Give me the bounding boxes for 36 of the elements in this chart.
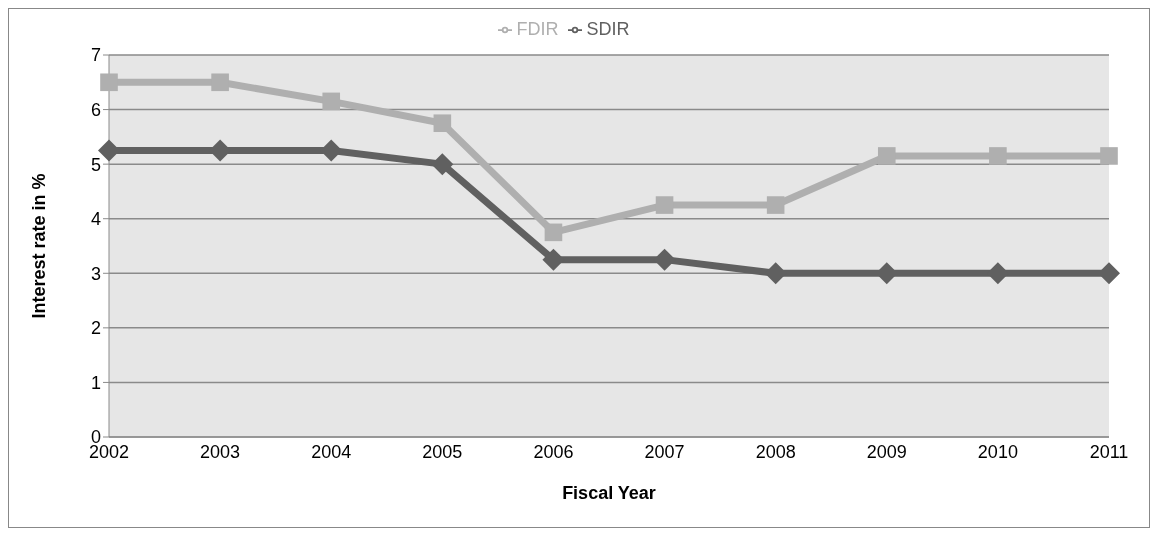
y-tick-label: 2 bbox=[90, 318, 101, 339]
point bbox=[320, 139, 343, 162]
y-tick-label: 3 bbox=[90, 263, 101, 284]
y-tick-label: 7 bbox=[90, 45, 101, 66]
point bbox=[989, 147, 1007, 165]
point bbox=[542, 248, 565, 271]
point bbox=[877, 147, 896, 165]
point bbox=[653, 248, 676, 271]
point bbox=[433, 114, 452, 133]
x-tick-label: 2007 bbox=[644, 441, 685, 462]
legend-label: FDIR bbox=[516, 19, 559, 39]
point bbox=[431, 153, 454, 176]
point bbox=[1098, 262, 1120, 285]
point bbox=[766, 196, 785, 214]
x-axis-title: Fiscal Year bbox=[562, 483, 656, 503]
y-tick-label: 1 bbox=[90, 372, 101, 393]
point bbox=[655, 196, 674, 214]
y-tick-label: 4 bbox=[90, 209, 101, 230]
point bbox=[322, 92, 341, 111]
x-tick-label: 2006 bbox=[533, 441, 574, 462]
y-tick-label: 5 bbox=[90, 154, 101, 175]
x-tick-label: 2008 bbox=[755, 441, 796, 462]
x-tick-label: 2009 bbox=[866, 441, 907, 462]
x-tick-label: 2011 bbox=[1089, 441, 1129, 462]
x-tick-label: 2005 bbox=[422, 441, 463, 462]
y-axis-title: Interest rate in % bbox=[29, 173, 50, 319]
x-tick-label: 2003 bbox=[200, 441, 241, 462]
y-tick-label: 6 bbox=[90, 99, 101, 120]
point bbox=[1100, 147, 1118, 165]
legend-label: SDIR bbox=[586, 19, 630, 39]
point bbox=[100, 73, 118, 92]
x-tick-label: 2004 bbox=[311, 441, 352, 462]
x-tick-label: 2010 bbox=[977, 441, 1018, 462]
point bbox=[764, 262, 787, 285]
point bbox=[211, 73, 229, 92]
point bbox=[544, 223, 563, 242]
